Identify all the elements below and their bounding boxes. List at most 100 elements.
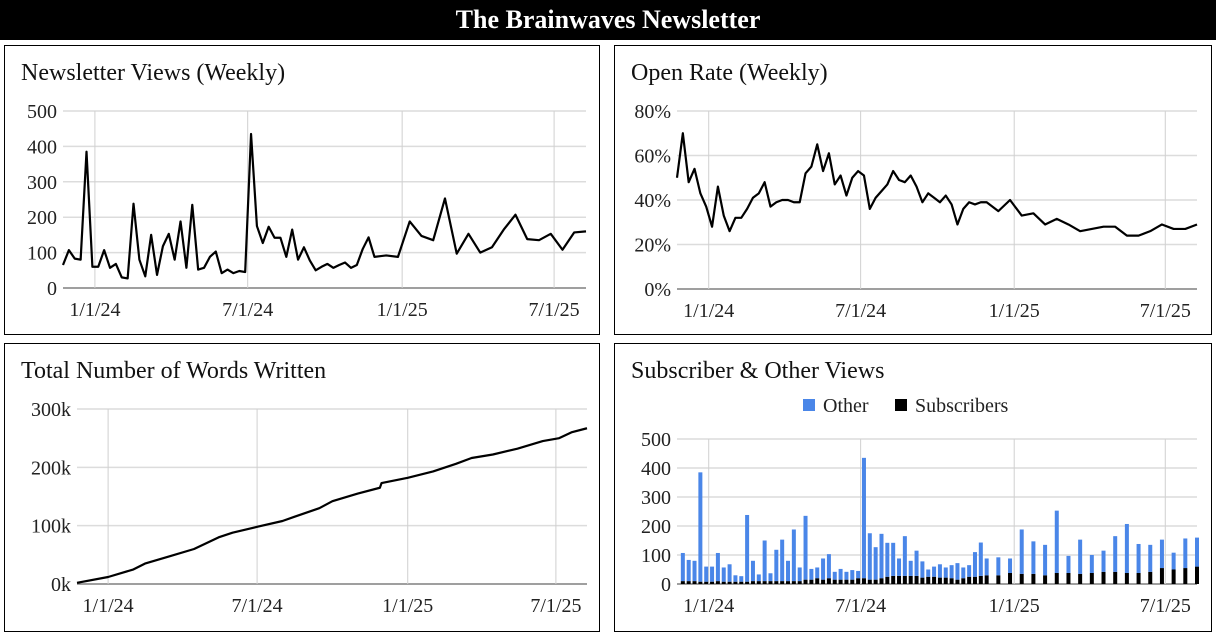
bar-other [745,514,750,582]
legend-swatch-subscribers [895,399,907,411]
bar-subscribers [786,581,791,584]
bar-other [739,576,744,582]
bar-other [826,554,831,579]
series-line [675,132,1198,237]
bar-subscribers [920,577,925,584]
bar-other [832,571,837,580]
bar-subscribers [838,579,843,584]
x-tick-label: 7/1/24 [222,299,273,321]
bar-subscribers [745,581,750,584]
bar-other [937,564,942,578]
bar-subscribers [809,579,814,584]
bar-other [815,567,820,579]
bar-subscribers [1195,566,1199,584]
chart-plot: 0 100 200 300 400 500 1/1/24 7/1/24 1/1/25 7/1/25 [27,101,587,321]
bar-subscribers [908,575,913,584]
bar-subscribers [1183,568,1188,584]
bar-other [914,550,919,576]
x-tick-label: 1/1/25 [377,299,428,321]
bar-subscribers [692,581,697,584]
x-tick-label: 1/1/25 [989,595,1040,617]
y-tick-label: 0 [47,278,57,300]
bar-other [955,563,960,580]
chart-title: Subscriber & Other Views [631,358,885,384]
bar-other [961,567,966,579]
y-tick-label: 500 [27,101,57,123]
bar-subscribers [926,576,931,584]
bar-other [780,539,785,582]
bar-subscribers [856,578,861,584]
x-tick-label: 7/1/25 [1140,300,1191,322]
bar-other [972,552,977,577]
bar-subscribers [739,581,744,584]
y-tick-label: 300k [31,399,71,421]
bar-subscribers [704,581,709,584]
x-tick-label: 1/1/24 [69,299,120,321]
bar-subscribers [686,581,691,584]
y-tick-label: 20% [634,235,671,257]
y-tick-label: 300 [27,172,57,194]
bar-other [967,565,972,577]
bar-other [680,552,685,582]
bar-other [943,567,948,578]
bar-other [856,570,861,579]
bar-subscribers [815,578,820,584]
bar-other [774,549,779,582]
bar-subscribers [1124,572,1129,584]
y-tick-label: 200 [641,516,671,538]
y-tick-label: 80% [634,101,671,123]
bar-other [1183,538,1188,569]
bar-other [984,558,989,576]
bar-other [756,574,761,582]
bar-other [996,557,1001,576]
bar-subscribers [1078,573,1083,584]
y-tick-label: 200 [27,207,57,229]
bar-other [1124,523,1129,573]
bar-other [885,542,890,577]
bar-subscribers [1159,568,1164,584]
series-line [61,132,587,280]
x-tick-label: 7/1/25 [529,299,580,321]
bar-other [1195,537,1199,567]
bar-subscribers [1089,572,1094,584]
x-tick-label: 7/1/25 [1140,595,1191,617]
bar-subscribers [791,581,796,584]
bar-other [891,542,896,576]
bar-other [1089,555,1094,573]
bar-other [733,575,738,582]
bar-other [838,568,843,580]
bar-subscribers [850,579,855,584]
legend-label: Subscribers [915,395,1009,417]
bar-subscribers [821,579,826,584]
bar-other [803,515,808,580]
bar-subscribers [1043,575,1048,584]
bar-subscribers [774,581,779,584]
bar-other [704,566,709,582]
bar-subscribers [803,579,808,584]
bar-other [867,533,872,580]
bar-other [686,559,691,582]
x-tick-label: 7/1/24 [232,595,283,617]
x-tick-label: 7/1/24 [835,300,886,322]
bar-other [920,561,925,578]
bar-subscribers [1066,572,1071,584]
chart-title: Newsletter Views (Weekly) [21,60,286,86]
bar-subscribers [1171,569,1176,584]
y-tick-label: 200k [31,457,71,479]
bar-subscribers [762,581,767,584]
y-tick-label: 0 [661,574,671,596]
bar-other [949,565,954,579]
y-tick-label: 0k [51,574,71,596]
subscriber-other-views-chart: Subscriber & Other Views 0 100 200 300 400 50… [614,343,1212,632]
bar-other [1136,543,1141,573]
bar-subscribers [902,575,907,584]
bar-other [897,558,902,576]
bar-other [1148,544,1153,572]
bar-subscribers [768,581,773,584]
bar-other [791,529,796,582]
bar-other [1159,539,1164,569]
bar-other [1019,529,1024,574]
bar-subscribers [943,577,948,584]
y-tick-label: 100k [31,516,71,538]
bar-subscribers [972,576,977,584]
